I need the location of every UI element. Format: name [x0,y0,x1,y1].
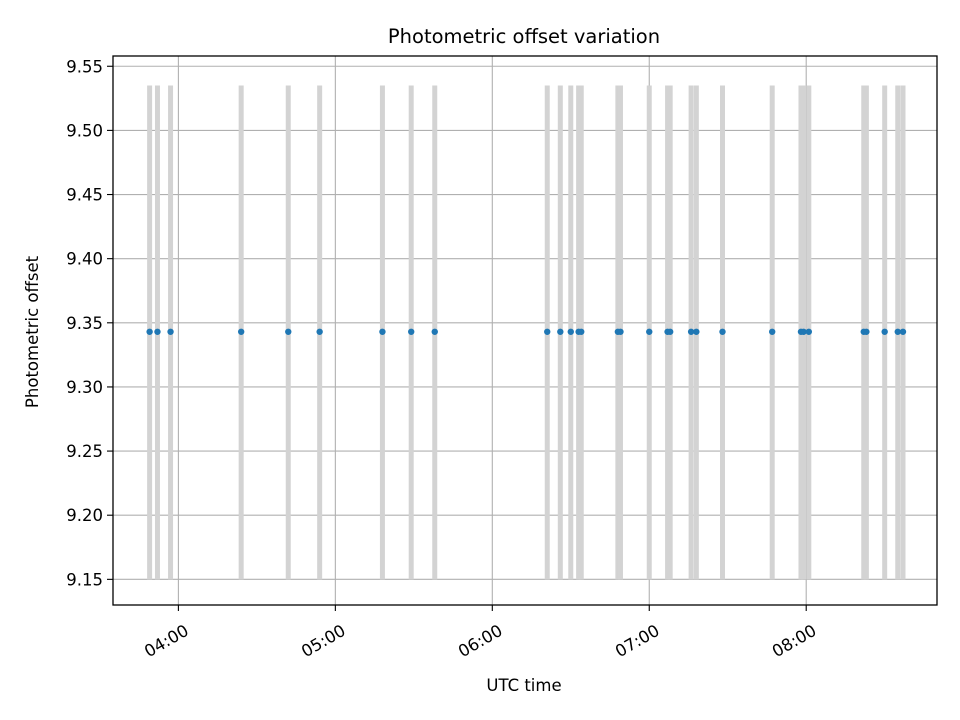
data-point-0-27 [863,328,870,335]
y-tick-label-1: 9.20 [66,506,103,525]
data-point-0-1 [154,328,161,335]
data-point-0-18 [666,328,674,335]
data-point-0-2 [167,328,174,335]
data-point-0-13 [578,328,585,335]
data-point-0-28 [881,328,888,335]
y-tick-label-8: 9.55 [66,57,103,76]
y-tick-label-3: 9.30 [66,378,103,397]
data-point-0-20 [693,328,700,335]
data-point-0-25 [805,328,813,335]
data-point-0-22 [769,328,776,335]
data-points [146,328,907,335]
data-point-0-30 [899,328,907,335]
data-point-0-5 [316,328,323,335]
data-point-0-3 [237,328,245,335]
y-tick-label-2: 9.25 [66,442,103,461]
plot-frame [112,55,938,606]
y-axis-ticks: 9.15 9.20 9.25 9.30 9.35 9.40 9.45 9.50 9.55 [66,57,113,589]
data-point-0-9 [544,328,551,335]
data-point-0-0 [146,328,153,335]
data-point-0-11 [567,328,574,335]
data-point-0-8 [431,328,438,335]
data-point-0-24 [800,328,807,335]
data-point-0-29 [894,328,901,335]
data-point-0-4 [285,328,292,335]
data-point-0-15 [617,328,624,335]
data-point-0-6 [379,328,386,335]
y-tick-label-7: 9.50 [66,121,103,140]
y-tick-label-0: 9.15 [66,570,103,589]
data-point-0-7 [408,328,415,335]
y-tick-label-6: 9.45 [66,186,103,205]
data-point-0-19 [687,328,695,335]
data-point-0-10 [557,328,564,335]
data-point-0-16 [646,328,653,335]
data-point-0-21 [719,328,726,335]
y-axis-label: Photometric offset [23,255,42,408]
x-axis-label: UTC time [486,676,561,695]
chart-title: Photometric offset variation [388,25,660,48]
y-tick-label-5: 9.40 [66,250,103,269]
y-tick-label-4: 9.35 [66,314,103,333]
